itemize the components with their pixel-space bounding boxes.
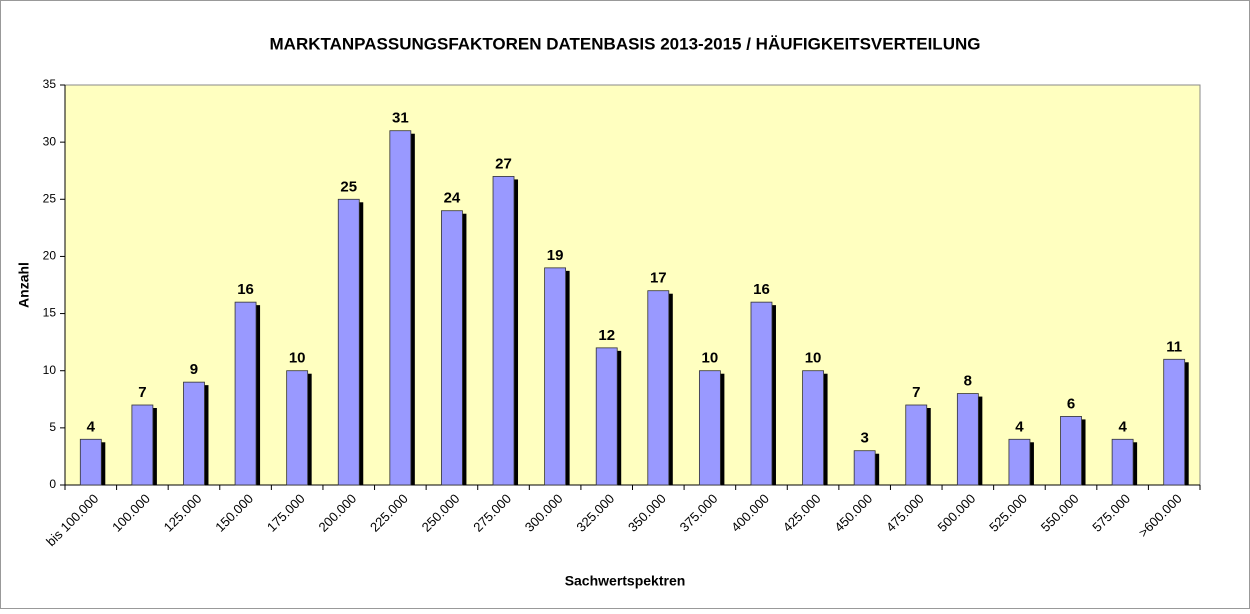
bar (1163, 358, 1186, 486)
y-tick-label: 30 (43, 134, 57, 148)
y-tick-label: 10 (43, 363, 57, 377)
bar (234, 301, 257, 486)
bar (79, 438, 102, 486)
bar (853, 450, 876, 486)
bar (131, 404, 154, 486)
value-label: 10 (289, 350, 306, 367)
bar (544, 267, 567, 486)
value-label: 19 (547, 247, 564, 264)
value-label: 31 (392, 110, 409, 127)
value-label: 9 (190, 361, 198, 378)
bar (183, 381, 205, 486)
y-tick-label: 15 (43, 306, 57, 320)
value-label: 10 (702, 350, 719, 367)
bar (647, 290, 670, 486)
bar (802, 370, 824, 486)
chart-title: MARKTANPASSUNGSFAKTOREN DATENBASIS 2013-… (270, 34, 981, 53)
y-tick-label: 35 (43, 77, 57, 91)
y-tick-label: 0 (49, 477, 56, 491)
value-label: 11 (1166, 338, 1182, 355)
y-tick-label: 20 (43, 249, 57, 263)
y-tick-label: 25 (43, 191, 57, 205)
value-label: 12 (598, 327, 615, 344)
bar (389, 130, 412, 486)
bar (905, 404, 928, 486)
bar (492, 176, 515, 486)
bar (595, 347, 618, 486)
y-axis-label: Anzahl (16, 262, 32, 308)
bar (956, 393, 979, 486)
value-label: 4 (87, 418, 96, 435)
value-label: 25 (340, 178, 357, 195)
x-axis-label: Sachwertspektren (565, 573, 686, 589)
value-label: 3 (860, 430, 868, 447)
bar (1111, 438, 1134, 486)
value-label: 7 (912, 384, 920, 401)
value-label: 10 (805, 350, 822, 367)
value-label: 16 (237, 281, 254, 298)
bar (441, 210, 463, 486)
value-label: 6 (1067, 395, 1075, 412)
value-label: 8 (964, 373, 972, 390)
value-label: 7 (138, 384, 146, 401)
y-tick-label: 5 (49, 420, 56, 434)
bar (286, 370, 309, 486)
value-label: 24 (444, 190, 461, 207)
bar (337, 198, 360, 486)
bar (1060, 416, 1082, 486)
bar (698, 370, 721, 486)
value-label: 17 (650, 270, 667, 287)
bar (750, 301, 773, 486)
value-label: 16 (753, 281, 770, 298)
value-label: 4 (1015, 418, 1024, 435)
value-label: 27 (495, 155, 512, 172)
bar (1008, 438, 1031, 486)
value-label: 4 (1118, 418, 1127, 435)
